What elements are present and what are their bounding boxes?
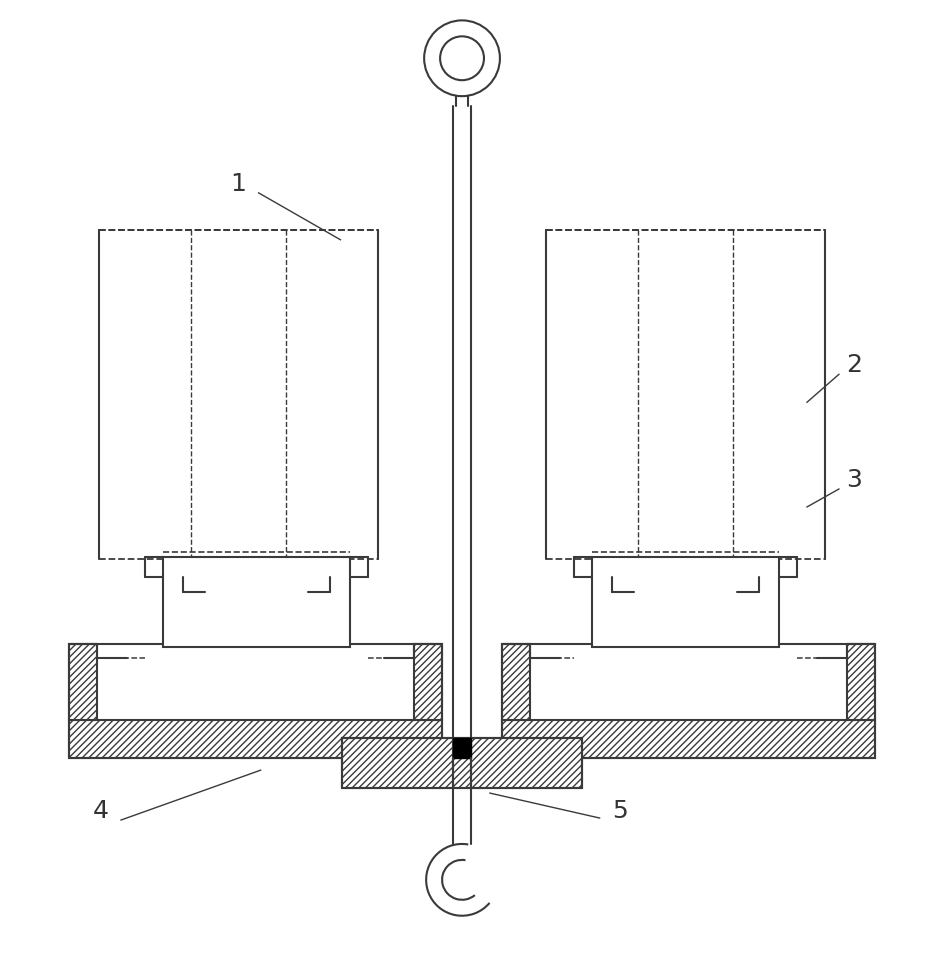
Polygon shape: [453, 738, 471, 758]
Text: 2: 2: [846, 353, 862, 377]
Circle shape: [422, 20, 502, 99]
Bar: [163, 557, 350, 646]
Bar: [453, 107, 471, 769]
Bar: [69, 644, 442, 758]
Bar: [502, 644, 875, 758]
Bar: [69, 644, 97, 721]
Bar: [592, 557, 779, 646]
Text: 4: 4: [93, 798, 110, 822]
Bar: [343, 738, 582, 788]
Text: 3: 3: [846, 467, 862, 492]
Bar: [343, 738, 582, 788]
Text: 1: 1: [229, 172, 245, 196]
Text: 5: 5: [612, 798, 628, 822]
Bar: [99, 231, 379, 559]
Bar: [69, 721, 442, 758]
Bar: [847, 644, 875, 721]
Bar: [546, 231, 825, 559]
Bar: [414, 644, 442, 721]
Bar: [502, 721, 875, 758]
Bar: [502, 644, 530, 721]
